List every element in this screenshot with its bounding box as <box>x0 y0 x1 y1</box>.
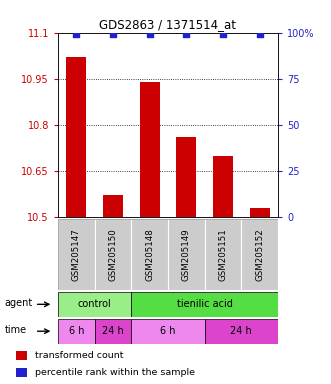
Bar <box>103 195 123 217</box>
Text: 6 h: 6 h <box>69 326 84 336</box>
Text: time: time <box>5 325 27 335</box>
Bar <box>176 137 196 217</box>
Bar <box>131 319 205 344</box>
Text: GSM205152: GSM205152 <box>255 228 264 281</box>
Point <box>110 31 116 38</box>
Text: percentile rank within the sample: percentile rank within the sample <box>34 368 195 377</box>
Bar <box>58 219 95 290</box>
Bar <box>16 368 27 377</box>
Bar <box>16 351 27 360</box>
Bar <box>205 219 241 290</box>
Point <box>73 31 79 38</box>
Text: GSM205150: GSM205150 <box>109 228 118 281</box>
Bar <box>95 219 131 290</box>
Text: 24 h: 24 h <box>102 326 124 336</box>
Text: agent: agent <box>5 298 33 308</box>
Text: tienilic acid: tienilic acid <box>177 299 233 310</box>
Point <box>220 31 226 38</box>
Bar <box>58 292 131 317</box>
Bar <box>131 292 278 317</box>
Bar <box>250 208 270 217</box>
Bar <box>140 82 160 217</box>
Bar <box>205 319 278 344</box>
Bar <box>58 319 95 344</box>
Text: GSM205147: GSM205147 <box>72 228 81 281</box>
Bar <box>168 219 205 290</box>
Text: GSM205151: GSM205151 <box>218 228 227 281</box>
Bar <box>241 219 278 290</box>
Point <box>257 31 262 38</box>
Bar <box>95 319 131 344</box>
Bar <box>213 156 233 217</box>
Text: control: control <box>78 299 112 310</box>
Point <box>184 31 189 38</box>
Bar <box>66 57 86 217</box>
Text: transformed count: transformed count <box>34 351 123 360</box>
Bar <box>131 219 168 290</box>
Text: GSM205148: GSM205148 <box>145 228 154 281</box>
Text: 24 h: 24 h <box>230 326 252 336</box>
Title: GDS2863 / 1371514_at: GDS2863 / 1371514_at <box>100 18 236 31</box>
Text: 6 h: 6 h <box>160 326 176 336</box>
Text: GSM205149: GSM205149 <box>182 228 191 281</box>
Point <box>147 31 152 38</box>
